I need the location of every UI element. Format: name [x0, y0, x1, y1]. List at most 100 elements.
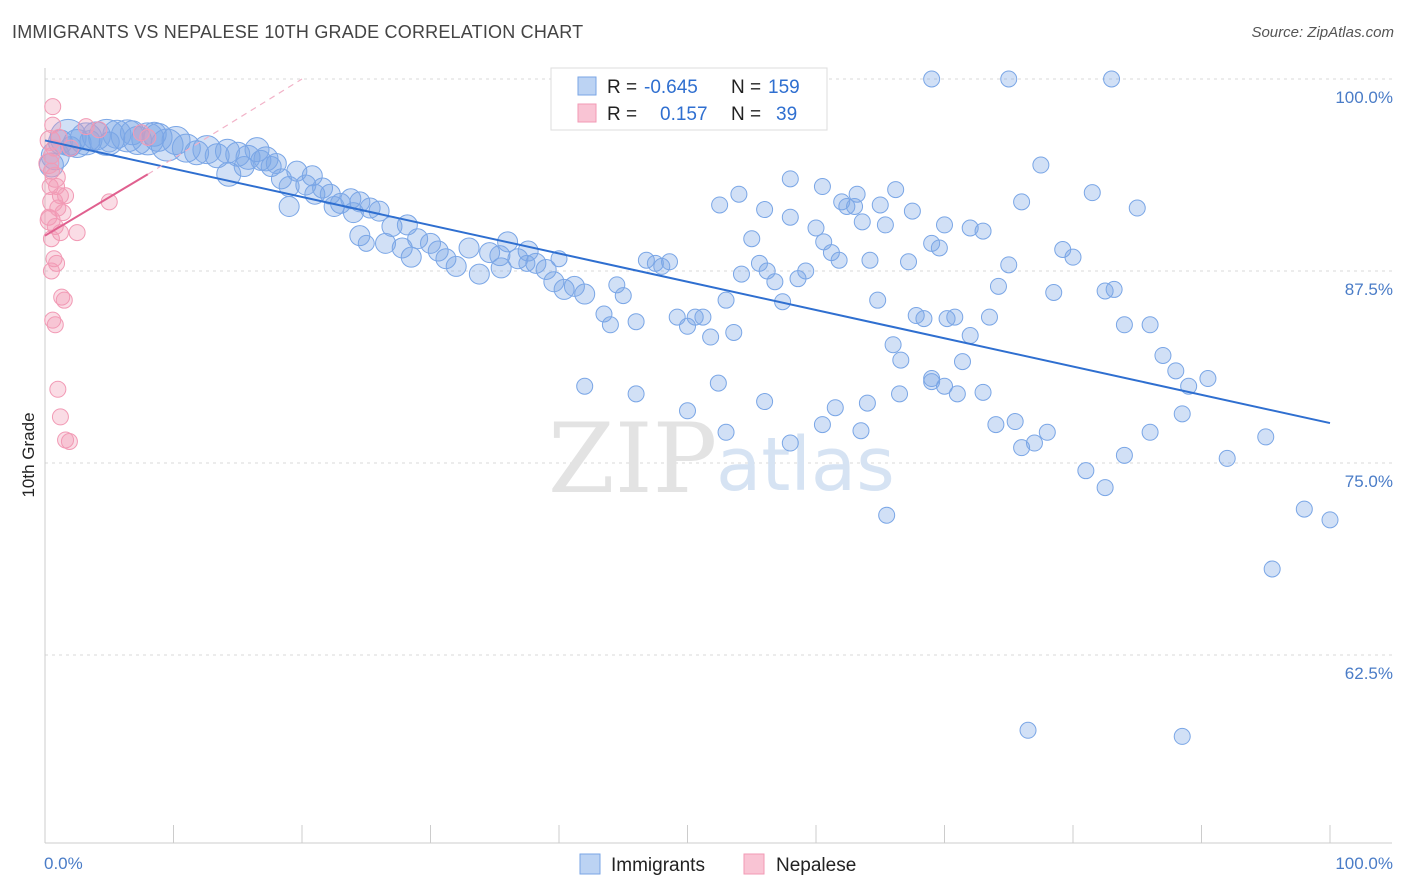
immigrants-point-73 — [574, 283, 596, 305]
legend-swatch-immigrants — [577, 76, 597, 96]
immigrants-point-54 — [375, 232, 397, 254]
immigrants-point-170 — [1096, 479, 1114, 497]
immigrants-point-61 — [458, 237, 480, 259]
nepalese-point-20 — [53, 288, 71, 306]
legend-n-label-1: N = — [731, 77, 761, 98]
nepalese-point-19 — [42, 262, 60, 280]
immigrants-point-101 — [781, 208, 799, 226]
nepalese-point-29 — [77, 118, 95, 136]
immigrants-point-86 — [661, 253, 679, 271]
immigrants-point-190 — [1103, 70, 1121, 88]
immigrants-point-32 — [250, 149, 272, 171]
immigrants-point-13 — [161, 125, 191, 155]
immigrants-point-166 — [974, 383, 992, 401]
immigrants-point-74 — [357, 234, 375, 252]
immigrants-point-167 — [1006, 413, 1024, 431]
immigrants-point-142 — [1013, 193, 1031, 211]
immigrants-point-49 — [342, 202, 364, 224]
immigrants-point-189 — [1000, 70, 1018, 88]
nepalese-point-30 — [90, 121, 108, 139]
immigrants-point-138 — [936, 216, 953, 234]
immigrants-point-185 — [1295, 500, 1313, 518]
nepalese-point-22 — [44, 311, 62, 329]
immigrants-point-171 — [1115, 446, 1133, 464]
immigrants-point-164 — [891, 385, 909, 403]
immigrants-point-93 — [717, 291, 735, 309]
immigrants-point-92 — [709, 374, 727, 392]
y-tick-labels: 100.0% 87.5% 75.0% 62.5% — [1335, 88, 1393, 683]
immigrants-point-151 — [1128, 199, 1146, 217]
trend-lines — [44, 78, 1331, 425]
immigrants-point-52 — [407, 228, 429, 250]
nepalese-point-21 — [55, 291, 73, 309]
immigrants-point-178 — [923, 373, 941, 391]
x-tick-label-1: 100.0% — [1335, 854, 1393, 873]
immigrants-point-80 — [608, 276, 626, 294]
immigrants-point-96 — [743, 230, 761, 248]
immigrants-point-174 — [781, 434, 799, 452]
nepalese-point-8 — [57, 187, 75, 205]
immigrants-point-186 — [1321, 511, 1339, 529]
nepalese-points — [38, 98, 157, 450]
nepalese-point-28 — [44, 98, 62, 116]
x-tick-labels: 0.0% 100.0% — [44, 854, 1393, 873]
bottom-swatch-nepalese — [743, 853, 765, 875]
series-legend: Immigrants Nepalese — [579, 853, 856, 876]
immigrants-point-95 — [732, 265, 750, 283]
immigrants-point-191 — [1019, 721, 1037, 739]
immigrants-point-79 — [601, 316, 619, 334]
nepalese-point-16 — [68, 224, 86, 242]
immigrants-point-161 — [756, 393, 774, 411]
immigrants-point-146 — [1064, 248, 1082, 266]
nepalese-point-24 — [49, 380, 67, 398]
axes — [44, 68, 1392, 844]
immigrants-point-104 — [807, 219, 825, 237]
nepalese-point-23 — [46, 316, 64, 334]
immigrants-point-159 — [679, 402, 696, 420]
immigrants-point-107 — [830, 251, 848, 269]
immigrants-point-17 — [204, 143, 230, 169]
immigrants-point-158 — [627, 385, 645, 403]
immigrants-point-114 — [884, 336, 902, 354]
immigrants-point-154 — [1167, 362, 1185, 380]
immigrants-point-177 — [878, 506, 896, 524]
immigrants-point-181 — [1013, 439, 1031, 457]
immigrants-point-160 — [717, 423, 735, 441]
watermark-zip: ZIP — [548, 403, 717, 515]
immigrants-point-10 — [131, 122, 165, 156]
immigrants-point-172 — [1141, 423, 1159, 441]
immigrants-point-128 — [730, 185, 748, 203]
immigrants-point-137 — [923, 234, 941, 252]
immigrants-point-27 — [98, 131, 120, 153]
legend-n-value-1: 159 — [768, 77, 800, 98]
nepalese-point-1 — [39, 129, 61, 151]
immigrants-point-18 — [214, 138, 240, 164]
immigrants-point-162 — [813, 416, 831, 434]
nepalese-point-25 — [51, 408, 69, 426]
immigrants-point-82 — [627, 313, 645, 331]
immigrants-point-149 — [1105, 280, 1123, 298]
immigrants-point-126 — [989, 277, 1007, 295]
immigrants-point-76 — [518, 254, 536, 272]
immigrants-point-187 — [1263, 560, 1281, 578]
y-tick-label-2: 75.0% — [1345, 472, 1393, 491]
immigrants-point-33 — [260, 156, 282, 178]
immigrants-point-129 — [756, 201, 774, 219]
immigrants-point-156 — [1199, 370, 1217, 388]
immigrants-point-141 — [1000, 256, 1018, 274]
immigrants-point-31 — [233, 156, 255, 178]
immigrants-point-47 — [301, 165, 323, 187]
immigrants-point-125 — [974, 222, 992, 240]
immigrants-point-135 — [887, 181, 905, 199]
nepalese-point-32 — [139, 128, 157, 146]
source-label: Source: ZipAtlas.com — [1251, 24, 1394, 41]
immigrants-point-147 — [1083, 184, 1101, 202]
immigrants-point-165 — [936, 377, 953, 395]
immigrants-point-34 — [270, 168, 292, 190]
immigrants-point-123 — [953, 353, 971, 371]
immigrants-point-132 — [833, 193, 851, 211]
nepalese-point-35 — [42, 147, 60, 165]
immigrants-point-173 — [1173, 405, 1191, 423]
immigrants-point-113 — [876, 216, 894, 234]
